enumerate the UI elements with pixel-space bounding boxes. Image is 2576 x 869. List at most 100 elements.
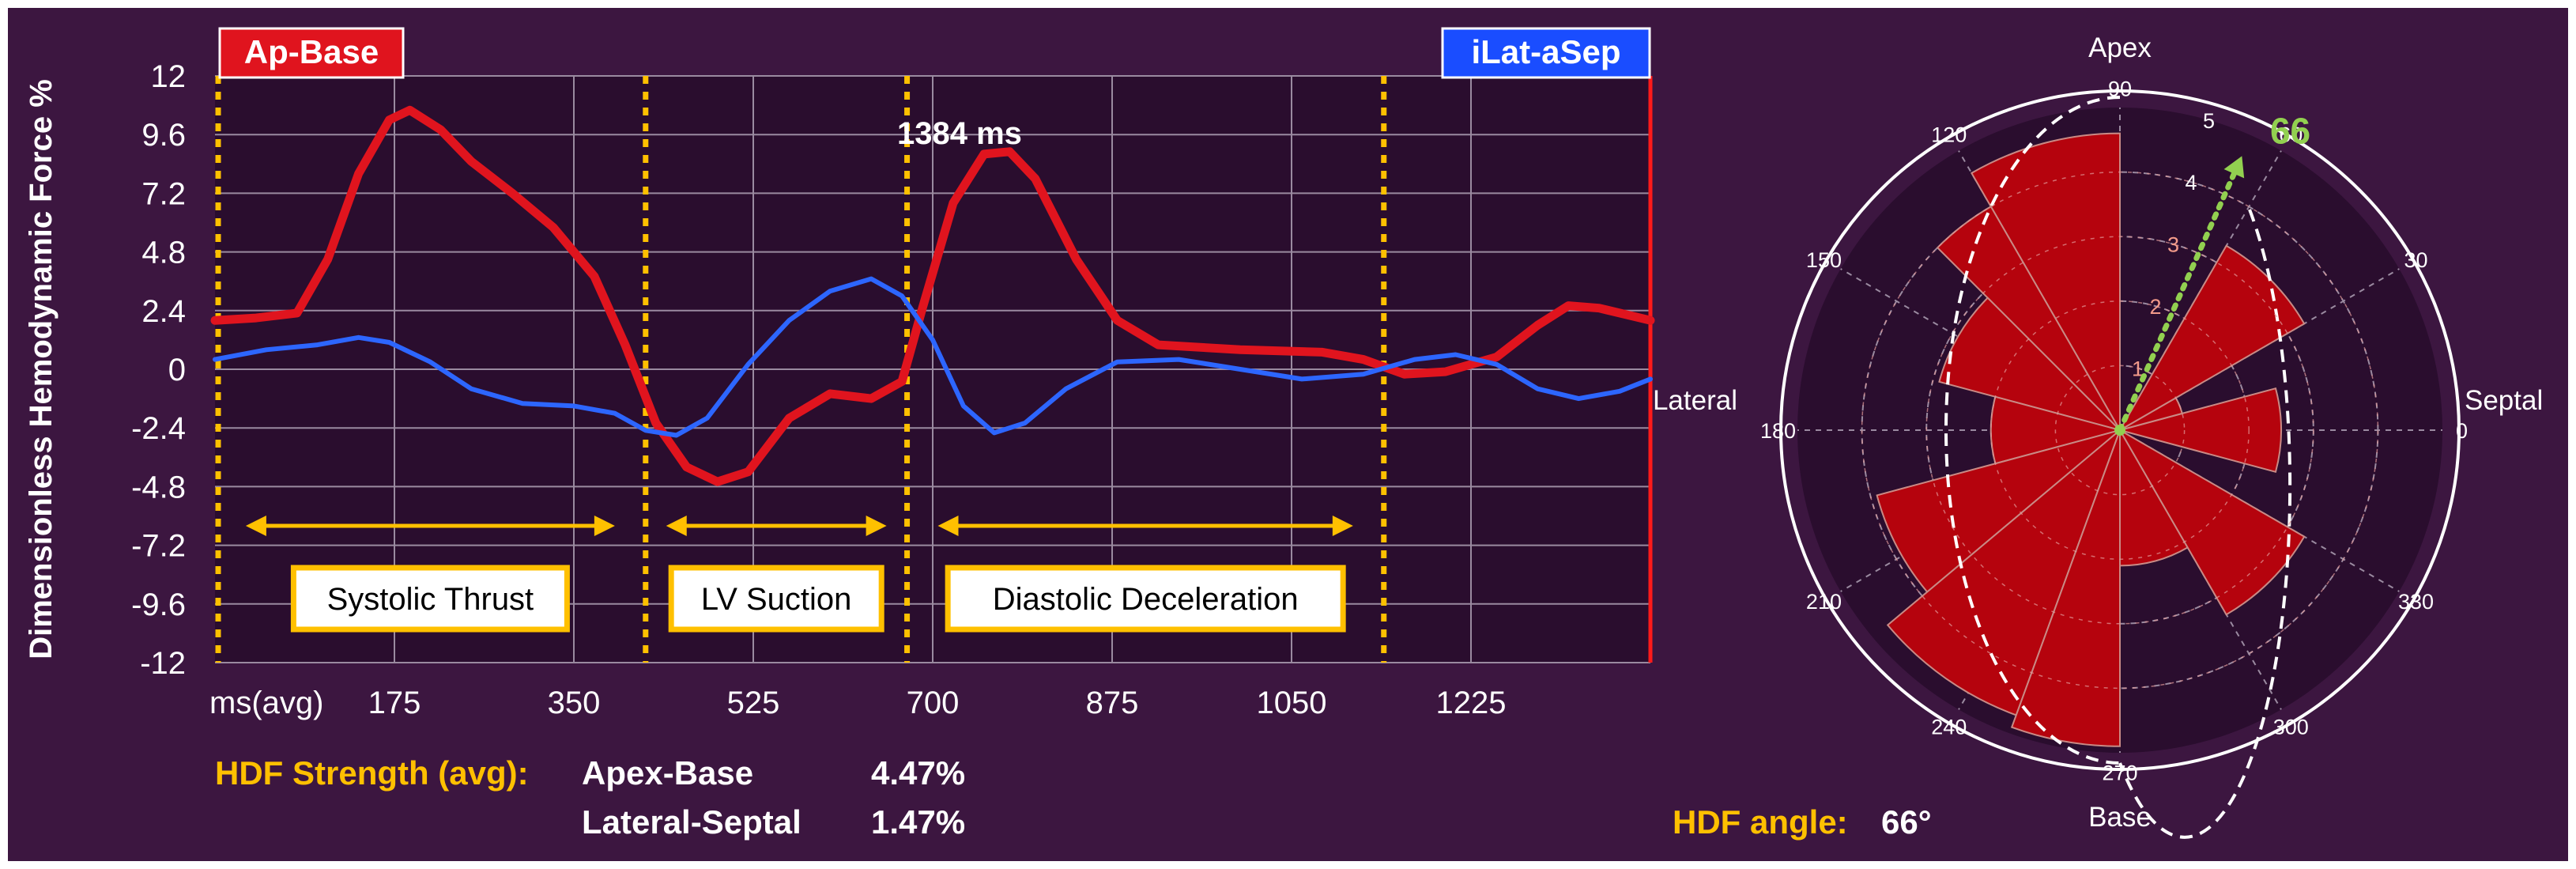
polar-radial-tick: 2 xyxy=(2149,295,2161,319)
y-axis-label: Dimensionless Hemodynamic Force % xyxy=(24,79,58,659)
phase-label-box xyxy=(945,565,1346,633)
polar-ring-overlay xyxy=(1925,236,2314,625)
y-tick-label: 2.4 xyxy=(141,294,186,329)
y-tick-label: -9.6 xyxy=(131,588,186,622)
hdf-figure: 129.67.24.82.40-2.4-4.8-7.2-9.6-12 ms(av… xyxy=(24,27,2543,841)
x-tick-label: 1050 xyxy=(1257,686,1327,720)
x-tick-label: 1225 xyxy=(1436,686,1507,720)
y-tick-label: -7.2 xyxy=(131,529,186,564)
y-tick-label: -4.8 xyxy=(131,470,186,504)
polar-spoke xyxy=(2119,268,2400,431)
hdf-angle-arrowhead xyxy=(2223,156,2245,179)
polar-angle-tick: 30 xyxy=(2404,248,2428,272)
y-tick-label: 4.8 xyxy=(141,236,186,270)
phase-arrowhead-left xyxy=(666,516,687,536)
polar-spoke xyxy=(2119,429,2400,592)
polar-angle-tick-labels: 0 30 60 90 120 150 180 210 240 270 300 330 xyxy=(1760,77,2468,785)
legend-lat-sep-label: iLat-aSep xyxy=(1471,33,1620,70)
polar-spoke xyxy=(2119,150,2282,431)
x-axis-label: ms(avg) xyxy=(209,686,323,720)
polar-radial-tick: 3 xyxy=(2167,233,2179,257)
legend-lat-sep-swatch xyxy=(1441,27,1651,79)
apex-base-value: 4.47% xyxy=(871,754,965,792)
legend-ap-base-label: Ap-Base xyxy=(244,33,379,70)
legend-ap-base-swatch xyxy=(218,27,405,79)
hdf-panel: 12 9.6 7.2 4.8 2.4 0 -2.4 -4.8 -7.2 -9.6 -12 ms(av… xyxy=(8,8,2568,861)
polar-sector xyxy=(2118,428,2306,616)
legend-ap-base: Ap-Base xyxy=(218,27,405,79)
polar-sectors xyxy=(1876,132,2306,747)
y-tick-label: 9.6 xyxy=(141,118,186,153)
phase-arrowhead-right xyxy=(594,516,615,536)
polar-angle-tick: 300 xyxy=(2273,716,2309,739)
y-tick-label: 7.2 xyxy=(141,176,186,211)
phase-label-box xyxy=(290,565,570,633)
polar-spoke xyxy=(2119,429,2282,710)
polar-radial-tick-labels: 1 2 3 4 5 xyxy=(2132,109,2215,381)
y-tick-label: -12 xyxy=(140,646,186,681)
phase-label: LV Suction xyxy=(701,582,852,617)
polar-sector xyxy=(2010,429,2121,747)
polar-angle-tick: 120 xyxy=(1931,123,1967,146)
lateral-septal-value: 1.47% xyxy=(871,803,965,841)
polar-ring-overlay xyxy=(1861,171,2379,690)
polar-overlay xyxy=(1861,171,2379,690)
base-label: Base xyxy=(2088,802,2152,833)
dashed-envelope-right xyxy=(2118,209,2292,840)
polar-spoke xyxy=(1840,268,2121,431)
polar-spoke xyxy=(1840,429,2121,592)
lateral-label: Lateral xyxy=(1653,385,1737,416)
polar-radial-tick: 1 xyxy=(2132,357,2144,381)
legend-lat-sep: iLat-aSep xyxy=(1441,27,1651,79)
polar-angle-tick: 330 xyxy=(2398,590,2434,614)
phase-markers xyxy=(215,76,1387,663)
hemodynamic-force-line-chart: 12 9.6 7.2 4.8 2.4 0 -2.4 -4.8 -7.2 -9.6 -12 ms(av… xyxy=(24,27,1655,720)
polar-sector xyxy=(2117,387,2282,474)
polar-sector xyxy=(1970,132,2121,433)
septal-label: Septal xyxy=(2465,385,2543,416)
y-tick-label: -2.4 xyxy=(131,411,186,446)
polar-sector xyxy=(1886,427,2122,716)
x-tick-label: 875 xyxy=(1086,686,1139,720)
polar-angle-tick: 0 xyxy=(2456,419,2468,443)
polar-radial-tick: 5 xyxy=(2203,109,2215,133)
x-tick-label: 350 xyxy=(548,686,601,720)
hdf-angle-footer-value: 66° xyxy=(1881,803,1932,841)
phase-label-box xyxy=(668,565,884,633)
grid xyxy=(215,75,1650,663)
x-tick-label: 175 xyxy=(368,686,421,720)
footer-stats: HDF Strength (avg): Apex-Base 4.47% Late… xyxy=(215,754,1932,841)
apex-label: Apex xyxy=(2088,32,2152,63)
lateral-septal-label: Lateral-Septal xyxy=(582,803,801,841)
x-tick-labels: ms(avg) 175 350 525 700 875 1050 1225 xyxy=(209,686,1506,720)
polar-sector xyxy=(2119,427,2189,567)
x-tick-label: 525 xyxy=(727,686,780,720)
hdf-angle-value: 66 xyxy=(2270,110,2310,151)
hdf-angle-arrow xyxy=(2117,171,2237,433)
hdf-polar-chart: 0 30 60 90 120 150 180 210 240 270 300 330 1 2 3 4 5 Ap… xyxy=(1653,32,2543,840)
polar-angle-tick: 240 xyxy=(1931,716,1967,739)
polar-radial-tick: 4 xyxy=(2185,171,2197,195)
y-tick-label: 12 xyxy=(151,59,187,94)
x-tick-label: 700 xyxy=(907,686,960,720)
polar-sector xyxy=(1938,297,2123,432)
phase-label: Systolic Thrust xyxy=(327,582,534,617)
dashed-envelope-left xyxy=(1944,96,2121,765)
series-line-1 xyxy=(213,276,1653,438)
hdf-angle-label: HDF angle: xyxy=(1673,803,1848,841)
phase-arrowhead-left xyxy=(245,516,266,536)
phase-arrowhead-left xyxy=(937,516,959,536)
series-line-0 xyxy=(210,105,1655,486)
phase-label: Diastolic Deceleration xyxy=(993,582,1299,617)
polar-angle-tick: 180 xyxy=(1760,419,1796,443)
polar-sector xyxy=(1876,429,2121,594)
polar-angle-tick: 90 xyxy=(2108,77,2132,101)
polar-angle-tick: 150 xyxy=(1806,248,1842,272)
polar-ring-overlay xyxy=(1990,300,2250,560)
phase-arrowhead-right xyxy=(866,516,887,536)
apex-base-label: Apex-Base xyxy=(582,754,753,792)
phase-annotations: Systolic Thrust LV Suction Diastolic Decel… xyxy=(245,516,1353,633)
polar-angle-tick: 60 xyxy=(2279,123,2303,146)
cursor-label: 1384 ms xyxy=(897,116,1022,151)
hdf-strength-label: HDF Strength (avg): xyxy=(215,754,529,792)
